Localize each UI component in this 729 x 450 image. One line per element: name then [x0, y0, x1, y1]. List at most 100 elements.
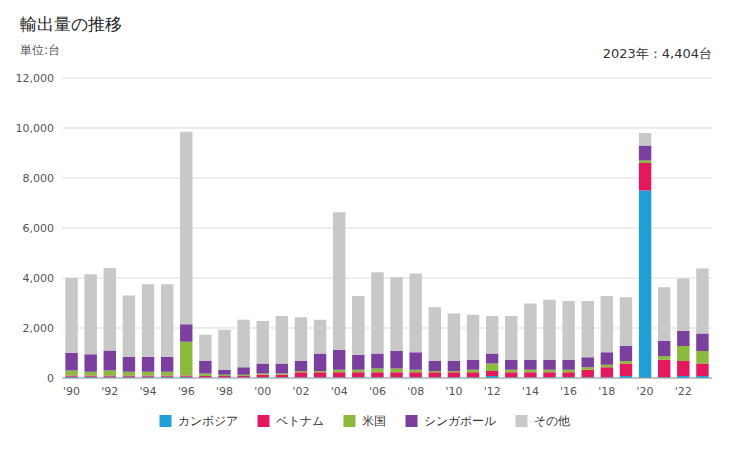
bar [65, 371, 77, 376]
bar [123, 372, 135, 376]
bar [658, 341, 670, 356]
x-tick-label: '12 [484, 385, 501, 398]
bar [562, 360, 574, 370]
bar [237, 376, 249, 377]
bar [180, 324, 192, 342]
series-bars [65, 161, 708, 377]
bar [65, 278, 77, 353]
bar [601, 296, 613, 352]
y-tick-label: 0 [47, 372, 54, 385]
bar [601, 367, 613, 377]
x-tick-label: '98 [216, 385, 233, 398]
bar [467, 360, 479, 370]
bar [524, 370, 536, 373]
legend-label: 米国 [362, 414, 386, 428]
bar [295, 317, 307, 361]
bar [696, 334, 708, 352]
x-tick-label: '22 [675, 385, 692, 398]
bar [276, 316, 288, 364]
bar [524, 360, 536, 370]
x-tick-label: '04 [331, 385, 348, 398]
bar [142, 357, 154, 372]
bar [180, 132, 192, 325]
bar [142, 284, 154, 357]
y-tick-labels: 02,0004,0006,0008,00010,00012,000 [16, 72, 55, 385]
x-tick-label: '92 [101, 385, 118, 398]
bar [371, 354, 383, 369]
x-tick-label: '06 [369, 385, 386, 398]
grid-line [62, 328, 712, 329]
bar [333, 212, 345, 350]
chart-container: 輸出量の推移単位:台2023年：4,404台02,0004,0006,0008,… [0, 0, 729, 450]
series-bars [65, 132, 708, 370]
bar [601, 365, 613, 368]
bar [276, 374, 288, 375]
bar [639, 161, 651, 164]
bar [142, 376, 154, 377]
legend-swatch [160, 415, 172, 427]
bar [142, 372, 154, 376]
bar [543, 360, 555, 370]
bar [486, 364, 498, 372]
bar [218, 330, 230, 370]
bar [199, 376, 211, 377]
x-axis-line [62, 378, 712, 379]
chart-svg: 輸出量の推移単位:台2023年：4,404台02,0004,0006,0008,… [0, 0, 729, 450]
bar [543, 370, 555, 373]
bar [543, 300, 555, 360]
bar [448, 361, 460, 371]
bars [65, 132, 708, 378]
bar [620, 346, 632, 361]
bar [677, 346, 689, 361]
bar [314, 320, 326, 354]
grid-line [62, 228, 712, 229]
bar [352, 296, 364, 355]
bar [295, 372, 307, 377]
bar [696, 364, 708, 377]
legend-swatch [258, 415, 270, 427]
bar [409, 274, 421, 353]
bar [199, 361, 211, 374]
bar [467, 370, 479, 373]
x-tick-label: '94 [140, 385, 157, 398]
bar [65, 353, 77, 371]
bar [601, 352, 613, 365]
bar [180, 376, 192, 377]
bar [696, 269, 708, 334]
legend-item: シンガポール [406, 414, 496, 428]
bar [199, 335, 211, 361]
bar [218, 370, 230, 375]
x-tick-label: '16 [560, 385, 577, 398]
bar [276, 364, 288, 374]
bar [333, 350, 345, 370]
bar [84, 372, 96, 376]
bar [390, 369, 402, 373]
bar [257, 321, 269, 364]
series-bars [65, 191, 708, 379]
legend-item: ベトナム [258, 414, 324, 428]
y-tick-label: 10,000 [16, 122, 55, 135]
bar [505, 370, 517, 373]
bar [582, 367, 594, 370]
bar [562, 372, 574, 377]
bar [677, 361, 689, 376]
bar [257, 375, 269, 378]
bar [84, 274, 96, 354]
series-bars [65, 163, 708, 377]
bar [295, 361, 307, 371]
bar [505, 360, 517, 370]
bar [486, 354, 498, 364]
bar [658, 287, 670, 341]
legend-swatch [516, 415, 528, 427]
x-tick-label: '08 [407, 385, 424, 398]
bar [467, 315, 479, 360]
bar [505, 372, 517, 377]
bar [390, 372, 402, 377]
x-tick-label: '00 [254, 385, 271, 398]
legend-label: シンガポール [424, 414, 496, 428]
bar [65, 376, 77, 377]
bar [543, 372, 555, 377]
bar [237, 320, 249, 368]
bar [658, 356, 670, 360]
x-tick-labels: '90'92'94'96'98'00'02'04'06'08'10'12'14'… [63, 385, 692, 398]
